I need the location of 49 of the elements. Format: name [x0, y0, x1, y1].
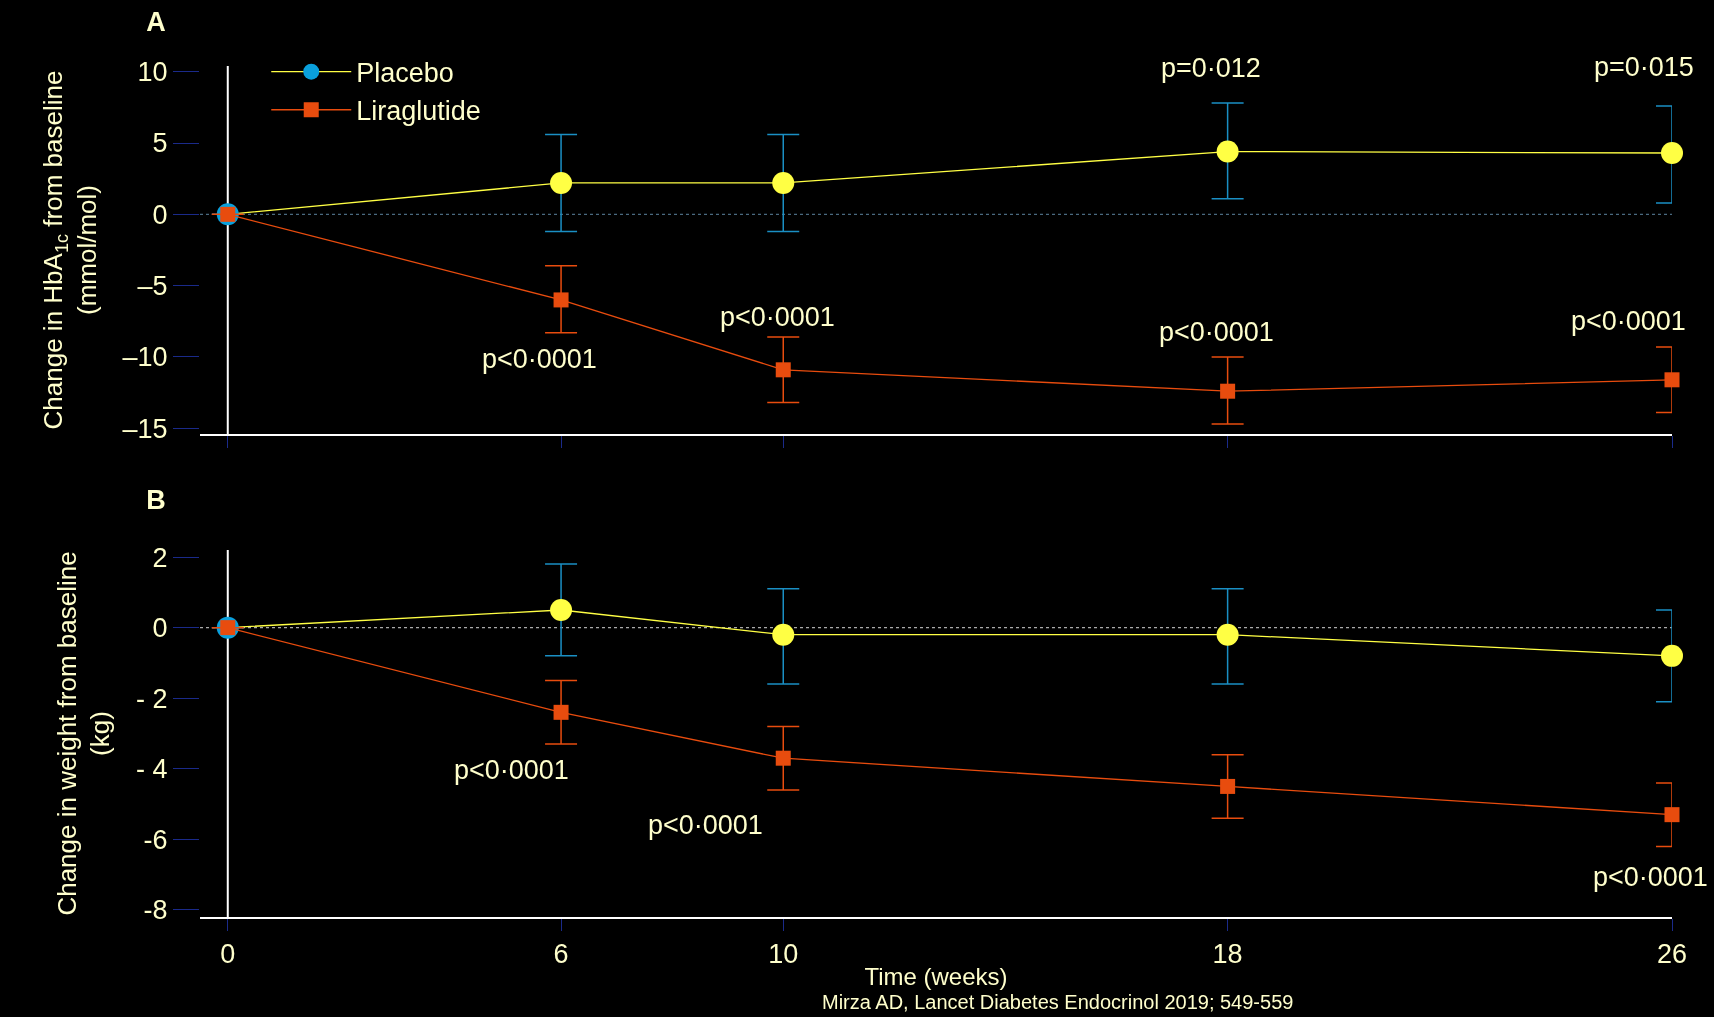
y-tick-label: 5 [152, 128, 168, 159]
point [1216, 140, 1239, 163]
y-tick-label: 0 [152, 199, 168, 230]
point [772, 171, 795, 194]
point [1661, 644, 1683, 667]
point [1216, 623, 1239, 646]
annotation: p<0·0001 [1593, 862, 1708, 892]
y-tick-label: 2 [152, 542, 168, 573]
chart-title: B [146, 485, 166, 516]
x-tick-label: 26 [1656, 939, 1688, 970]
y-tick-label: –5 [137, 271, 168, 302]
y-axis-title: Change in weight from baseline (kg) [51, 551, 116, 916]
x-tick-label: 18 [1212, 939, 1243, 970]
annotation: p<0·0001 [1159, 317, 1274, 347]
point [1664, 372, 1680, 388]
point [775, 362, 791, 378]
point [550, 598, 573, 621]
annotation: p=0·015 [1594, 52, 1694, 82]
x-axis-title: Time (weeks) [864, 963, 1008, 991]
annotation: p<0·0001 [1571, 306, 1686, 336]
annotation: p<0·0001 [454, 755, 569, 785]
y-tick-label: -8 [143, 895, 168, 926]
point [553, 292, 569, 308]
x-tick-label: 6 [553, 939, 569, 970]
point [775, 750, 791, 766]
point [1664, 807, 1680, 823]
y-tick-label: - 2 [136, 683, 168, 714]
annotation: p<0·0001 [648, 810, 763, 840]
annotation: p=0·012 [1161, 53, 1261, 83]
y-tick-label: –15 [122, 413, 168, 444]
annotation: p<0·0001 [720, 302, 835, 332]
x-tick-label: 10 [768, 939, 799, 970]
point [772, 623, 795, 646]
point [1661, 142, 1683, 164]
point [1220, 778, 1236, 794]
y-tick-label: –10 [122, 342, 168, 373]
annotation: p<0·0001 [482, 344, 597, 374]
chart-title: A [146, 7, 166, 38]
y-tick-label: 10 [137, 57, 168, 88]
legend-label: Placebo [356, 58, 454, 89]
legend-label: Liraglutide [356, 96, 481, 127]
x-tick-label: 0 [220, 939, 236, 970]
y-tick-label: -6 [143, 824, 168, 855]
point [1220, 383, 1236, 399]
y-tick-label: 0 [152, 613, 168, 644]
y-tick-label: - 4 [136, 754, 168, 785]
point [553, 704, 569, 720]
text: Mirza AD, Lancet Diabetes Endocrinol 2019; 549-559 [822, 991, 1294, 1013]
point [550, 171, 573, 194]
